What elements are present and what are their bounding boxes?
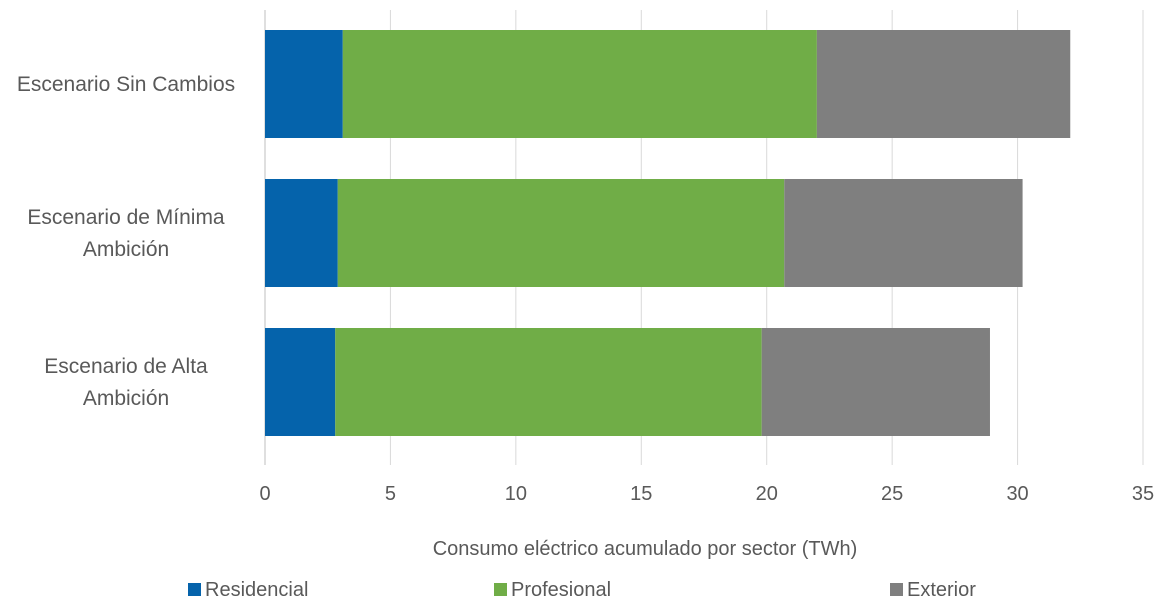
bar-segment-exterior [784, 179, 1023, 287]
bars [265, 30, 1071, 436]
x-tick-label: 5 [385, 483, 396, 505]
category-label: Escenario Sin Cambios [17, 73, 235, 96]
category-labels: Escenario Sin Cambios Escenario de Mínima… [17, 73, 235, 410]
bar-segment-profesional [335, 328, 762, 436]
legend-label: Exterior [907, 579, 976, 601]
bar-segment-exterior [816, 30, 1071, 138]
legend-swatch-residencial [188, 583, 201, 596]
legend-label: Residencial [205, 579, 308, 601]
bar-segment-profesional [337, 179, 785, 287]
bar-segment-exterior [761, 328, 990, 436]
bar-segment-residencial [265, 30, 343, 138]
x-tick-label: 10 [505, 483, 527, 505]
x-tick-label: 35 [1132, 483, 1154, 505]
x-tick-label: 20 [756, 483, 778, 505]
x-tick-label: 30 [1006, 483, 1028, 505]
bar-segment-residencial [265, 179, 338, 287]
legend: Residencial Profesional Exterior [188, 579, 976, 601]
category-label: Escenario de Mínima [27, 206, 225, 229]
category-label: Ambición [83, 387, 169, 410]
x-tick-label: 15 [630, 483, 652, 505]
x-axis-title: Consumo eléctrico acumulado por sector (… [433, 538, 858, 560]
category-label: Escenario de Alta [44, 355, 208, 378]
bar-segment-residencial [265, 328, 336, 436]
x-tick-labels: 0 5 10 15 20 25 30 35 [259, 483, 1154, 505]
legend-label: Profesional [511, 579, 611, 601]
legend-swatch-profesional [494, 583, 507, 596]
x-tick-label: 25 [881, 483, 903, 505]
legend-swatch-exterior [890, 583, 903, 596]
bar-segment-profesional [342, 30, 817, 138]
x-tick-label: 0 [259, 483, 270, 505]
category-label: Ambición [83, 238, 169, 261]
